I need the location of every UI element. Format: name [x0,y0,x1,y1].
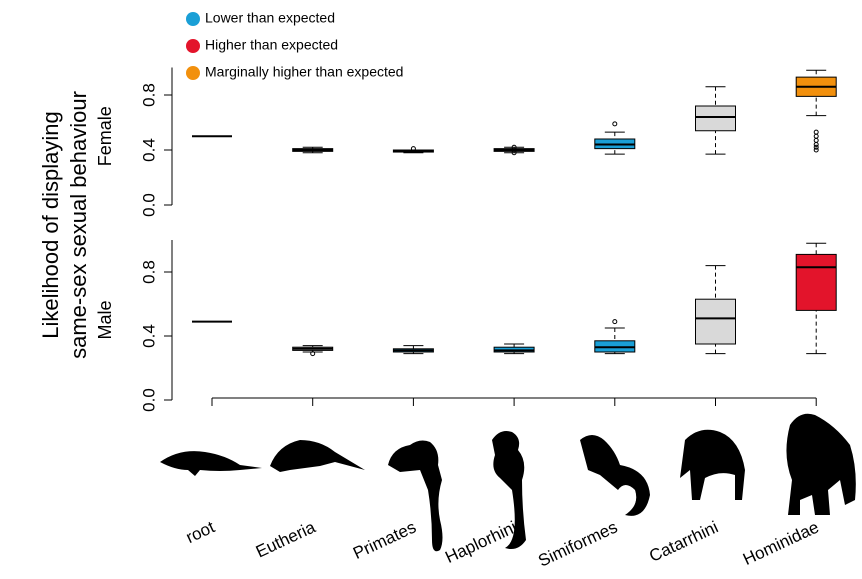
panel-label: Female [95,106,115,166]
legend-swatch [186,12,200,26]
box [695,298,736,345]
y-tick-label: 0.8 [139,83,158,107]
outlier [813,133,819,139]
y-tick-label: 0.8 [139,260,158,284]
outlier [813,129,819,135]
x-tick-label: Hominidae [740,517,822,569]
outlier [511,144,517,150]
outlier [612,121,618,127]
outlier [410,146,416,152]
outlier [310,351,316,357]
y-tick-label: 0.4 [139,138,158,162]
outlier [612,319,618,325]
y-axis-title: same-sex sexual behaviour [66,91,91,359]
silhouettes [160,413,856,552]
legend-swatch [186,66,200,80]
legend-swatch [186,39,200,53]
x-tick-label: Primates [350,517,419,563]
outlier [813,142,819,147]
box [795,253,837,311]
silhouette [492,431,526,549]
silhouette [580,435,650,516]
y-tick-label: 0.0 [139,193,158,217]
silhouette [680,429,745,500]
x-tick-label: Eutheria [253,517,319,561]
legend-label: Marginally higher than expected [205,64,403,80]
box [695,105,736,132]
y-axis-title: Likelihood of displaying [38,111,63,339]
x-tick-label: root [183,517,218,547]
y-tick-label: 0.0 [139,388,158,412]
outlier [813,144,819,150]
legend-label: Lower than expected [205,10,335,26]
outlier [511,150,517,156]
silhouette [786,413,856,515]
silhouette [270,440,365,472]
silhouette [388,440,443,552]
outlier [813,147,819,153]
outlier [813,137,819,143]
y-tick-label: 0.4 [139,324,158,348]
legend-label: Higher than expected [205,37,338,53]
x-tick-label: Simiformes [535,517,620,570]
x-tick-label: Haplorhini [442,517,519,567]
panel-label: Male [95,300,115,339]
silhouette [160,451,262,476]
x-tick-label: Catarrhini [646,517,721,565]
